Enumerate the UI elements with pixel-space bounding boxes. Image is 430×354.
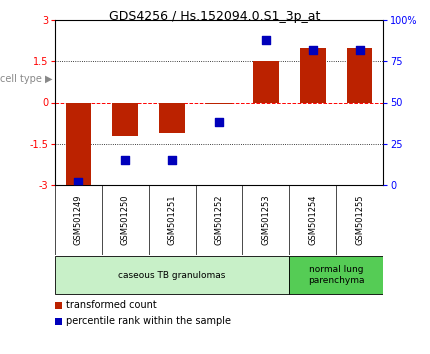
Text: percentile rank within the sample: percentile rank within the sample [66, 316, 231, 326]
Text: GSM501251: GSM501251 [168, 195, 177, 245]
Text: GDS4256 / Hs.152094.0.S1_3p_at: GDS4256 / Hs.152094.0.S1_3p_at [109, 10, 321, 23]
Bar [65, 103, 91, 185]
Text: cell type ▶: cell type ▶ [0, 74, 53, 84]
Point [215, 119, 222, 125]
Bar [347, 47, 372, 103]
Point [356, 47, 363, 52]
Text: GSM501253: GSM501253 [261, 195, 270, 245]
Text: caseous TB granulomas: caseous TB granulomas [118, 270, 226, 280]
Bar [253, 61, 279, 103]
Text: GSM501250: GSM501250 [121, 195, 130, 245]
Text: GSM501249: GSM501249 [74, 195, 83, 245]
Bar [159, 103, 185, 133]
Bar [112, 103, 138, 136]
Point [75, 179, 82, 184]
FancyBboxPatch shape [55, 256, 289, 294]
Point [169, 158, 175, 163]
Text: GSM501255: GSM501255 [355, 195, 364, 245]
Text: GSM501254: GSM501254 [308, 195, 317, 245]
Point [122, 158, 129, 163]
Bar [300, 47, 326, 103]
Bar [206, 103, 232, 104]
Text: transformed count: transformed count [66, 301, 157, 310]
Text: GSM501252: GSM501252 [215, 195, 224, 245]
FancyBboxPatch shape [289, 256, 383, 294]
Point [262, 37, 269, 42]
Text: normal lung
parenchyma: normal lung parenchyma [308, 265, 364, 285]
Point [309, 47, 316, 52]
